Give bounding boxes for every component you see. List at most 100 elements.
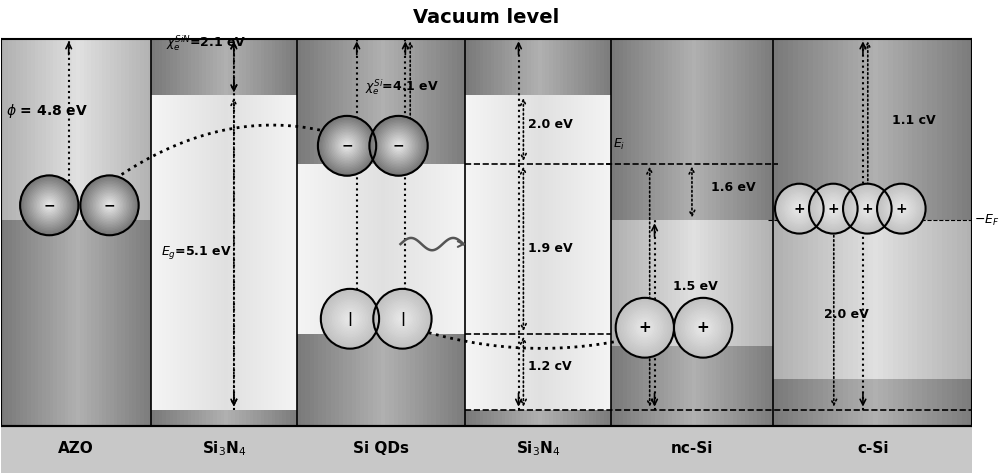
FancyBboxPatch shape: [155, 95, 160, 410]
FancyBboxPatch shape: [516, 38, 521, 95]
Ellipse shape: [826, 201, 841, 216]
FancyBboxPatch shape: [472, 410, 477, 426]
FancyBboxPatch shape: [487, 38, 492, 95]
FancyBboxPatch shape: [373, 334, 378, 426]
FancyBboxPatch shape: [356, 38, 361, 164]
FancyBboxPatch shape: [72, 220, 77, 426]
FancyBboxPatch shape: [322, 334, 327, 426]
Ellipse shape: [27, 183, 71, 228]
FancyBboxPatch shape: [381, 38, 386, 164]
Ellipse shape: [895, 202, 907, 215]
Ellipse shape: [89, 184, 130, 226]
FancyBboxPatch shape: [235, 38, 240, 95]
FancyBboxPatch shape: [381, 164, 386, 334]
FancyBboxPatch shape: [148, 220, 152, 426]
Ellipse shape: [693, 317, 713, 338]
FancyBboxPatch shape: [917, 38, 923, 220]
FancyBboxPatch shape: [749, 346, 754, 426]
FancyBboxPatch shape: [406, 164, 411, 334]
FancyBboxPatch shape: [293, 410, 298, 426]
FancyBboxPatch shape: [469, 95, 473, 410]
FancyBboxPatch shape: [480, 38, 484, 95]
FancyBboxPatch shape: [623, 38, 628, 220]
Text: |: |: [400, 312, 405, 326]
FancyBboxPatch shape: [589, 410, 594, 426]
FancyBboxPatch shape: [95, 38, 100, 220]
FancyBboxPatch shape: [651, 346, 656, 426]
FancyBboxPatch shape: [261, 95, 265, 410]
FancyBboxPatch shape: [498, 38, 502, 95]
FancyBboxPatch shape: [335, 164, 340, 334]
FancyBboxPatch shape: [110, 38, 115, 220]
FancyBboxPatch shape: [600, 95, 605, 410]
FancyBboxPatch shape: [427, 38, 432, 164]
FancyBboxPatch shape: [202, 410, 207, 426]
FancyBboxPatch shape: [696, 220, 701, 346]
FancyBboxPatch shape: [712, 38, 717, 220]
Ellipse shape: [702, 326, 705, 329]
Ellipse shape: [24, 180, 74, 231]
FancyBboxPatch shape: [589, 38, 594, 95]
Ellipse shape: [393, 140, 404, 152]
FancyBboxPatch shape: [331, 38, 336, 164]
FancyBboxPatch shape: [27, 38, 32, 220]
FancyBboxPatch shape: [264, 95, 269, 410]
FancyBboxPatch shape: [942, 220, 948, 379]
FancyBboxPatch shape: [574, 38, 579, 95]
FancyBboxPatch shape: [619, 38, 624, 220]
FancyBboxPatch shape: [436, 38, 441, 164]
FancyBboxPatch shape: [898, 379, 904, 426]
Ellipse shape: [338, 307, 362, 331]
FancyBboxPatch shape: [745, 38, 750, 220]
FancyBboxPatch shape: [545, 410, 550, 426]
FancyBboxPatch shape: [166, 38, 170, 95]
FancyBboxPatch shape: [957, 379, 963, 426]
Ellipse shape: [398, 314, 407, 323]
FancyBboxPatch shape: [448, 164, 453, 334]
FancyBboxPatch shape: [615, 346, 620, 426]
FancyBboxPatch shape: [16, 220, 20, 426]
FancyBboxPatch shape: [823, 379, 829, 426]
Ellipse shape: [856, 198, 878, 220]
FancyBboxPatch shape: [773, 379, 779, 426]
Ellipse shape: [80, 175, 139, 235]
FancyBboxPatch shape: [932, 220, 938, 379]
FancyBboxPatch shape: [967, 38, 973, 220]
FancyBboxPatch shape: [858, 379, 864, 426]
Ellipse shape: [374, 120, 423, 171]
FancyBboxPatch shape: [578, 95, 583, 410]
FancyBboxPatch shape: [643, 38, 648, 220]
FancyBboxPatch shape: [716, 220, 721, 346]
FancyBboxPatch shape: [556, 38, 561, 95]
Text: −: −: [341, 139, 353, 153]
FancyBboxPatch shape: [140, 38, 145, 220]
FancyBboxPatch shape: [534, 410, 539, 426]
FancyBboxPatch shape: [912, 379, 918, 426]
Ellipse shape: [889, 196, 913, 221]
FancyBboxPatch shape: [318, 164, 323, 334]
Ellipse shape: [344, 143, 350, 149]
FancyBboxPatch shape: [487, 410, 492, 426]
FancyBboxPatch shape: [224, 95, 229, 410]
FancyBboxPatch shape: [177, 38, 181, 95]
FancyBboxPatch shape: [191, 95, 196, 410]
Ellipse shape: [335, 134, 359, 158]
FancyBboxPatch shape: [607, 95, 612, 410]
FancyBboxPatch shape: [631, 346, 636, 426]
FancyBboxPatch shape: [927, 220, 933, 379]
FancyBboxPatch shape: [676, 220, 681, 346]
FancyBboxPatch shape: [962, 220, 968, 379]
FancyBboxPatch shape: [582, 95, 586, 410]
Ellipse shape: [397, 144, 400, 147]
FancyBboxPatch shape: [129, 38, 133, 220]
FancyBboxPatch shape: [908, 379, 913, 426]
FancyBboxPatch shape: [783, 379, 789, 426]
FancyBboxPatch shape: [91, 38, 96, 220]
Ellipse shape: [347, 316, 353, 322]
FancyBboxPatch shape: [937, 379, 943, 426]
FancyBboxPatch shape: [136, 220, 141, 426]
FancyBboxPatch shape: [170, 95, 174, 410]
Ellipse shape: [677, 301, 729, 355]
FancyBboxPatch shape: [773, 38, 779, 220]
Text: 1.1 cV: 1.1 cV: [892, 114, 936, 127]
